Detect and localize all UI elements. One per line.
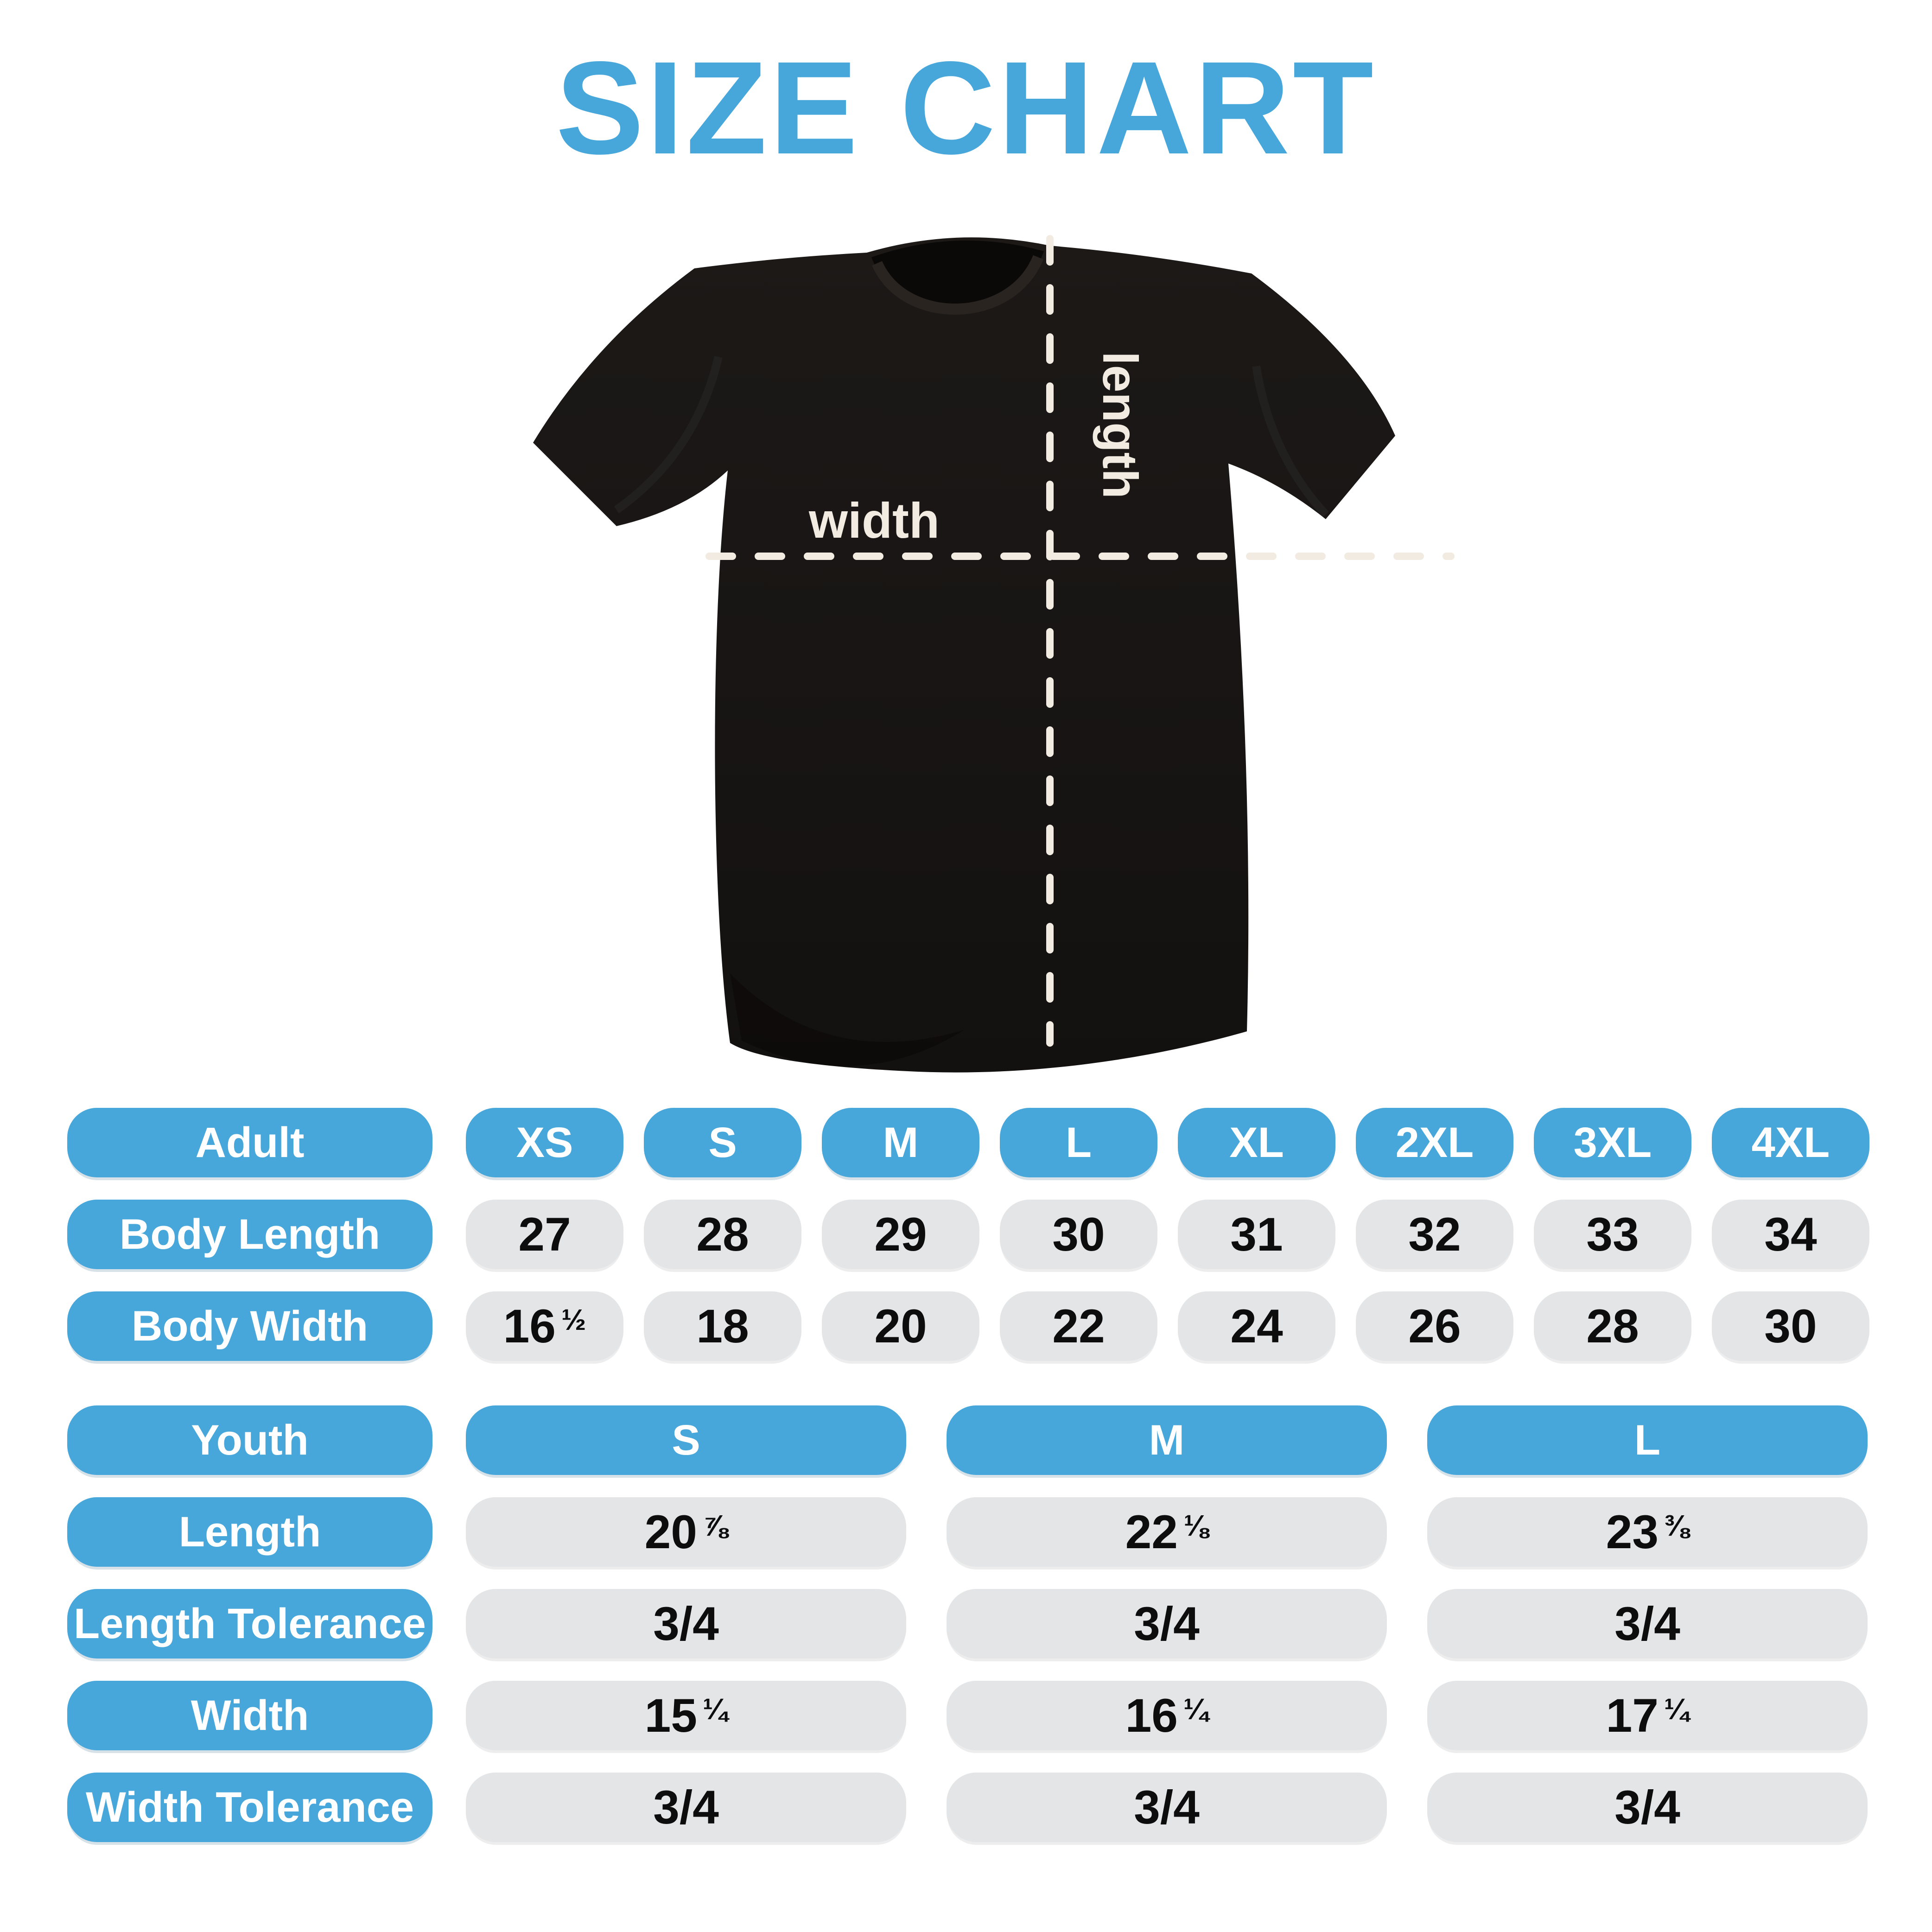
adult-header-3xl: 3XL: [1534, 1108, 1691, 1177]
tshirt-collar-band: [871, 255, 1044, 315]
table-cell: 28: [644, 1200, 801, 1269]
width-label: width: [808, 492, 940, 548]
table-cell: 16 ½: [466, 1291, 623, 1361]
adult-header-s: S: [644, 1108, 801, 1177]
table-cell: 32: [1356, 1200, 1513, 1269]
table-cell: 3/4: [947, 1589, 1387, 1659]
youth-row-label-width: Width: [67, 1681, 432, 1750]
adult-header-4xl: 4XL: [1712, 1108, 1869, 1177]
table-cell: 29: [822, 1200, 979, 1269]
youth-header-l: L: [1427, 1405, 1868, 1475]
table-cell: 24: [1178, 1291, 1335, 1361]
youth-header-label: Youth: [67, 1405, 432, 1475]
table-cell: 20 ⅞: [466, 1497, 906, 1567]
crease-line: [614, 356, 723, 514]
adult-row-label-body-width: Body Width: [67, 1291, 432, 1361]
adult-header-2xl: 2XL: [1356, 1108, 1513, 1177]
youth-row-label-width-tolerance: Width Tolerance: [67, 1773, 432, 1842]
adult-header-m: M: [822, 1108, 979, 1177]
table-cell: 17 ¼: [1427, 1681, 1868, 1750]
table-cell: 20: [822, 1291, 979, 1361]
table-cell: 28: [1534, 1291, 1691, 1361]
youth-row-label-length: Length: [67, 1497, 432, 1567]
tshirt-svg: width length: [533, 235, 1455, 1073]
table-cell: 16 ¼: [947, 1681, 1387, 1750]
length-label: length: [1093, 351, 1147, 499]
tshirt-shape: [533, 237, 1395, 1073]
table-cell: 3/4: [1427, 1773, 1868, 1842]
table-cell: 31: [1178, 1200, 1335, 1269]
youth-header-s: S: [466, 1405, 906, 1475]
youth-row-label-length-tolerance: Length Tolerance: [67, 1589, 432, 1659]
table-cell: 15 ¼: [466, 1681, 906, 1750]
table-cell: 34: [1712, 1200, 1869, 1269]
table-cell: 3/4: [466, 1589, 906, 1659]
table-cell: 18: [644, 1291, 801, 1361]
table-cell: 33: [1534, 1200, 1691, 1269]
tshirt-hem-fold: [730, 973, 964, 1066]
page-title: SIZE CHART: [556, 34, 1376, 182]
table-cell: 22: [1000, 1291, 1157, 1361]
table-cell: 26: [1356, 1291, 1513, 1361]
table-cell: 3/4: [466, 1773, 906, 1842]
table-cell: 23 ⅜: [1427, 1497, 1868, 1567]
youth-header-m: M: [947, 1405, 1387, 1475]
adult-row-label-body-length: Body Length: [67, 1200, 432, 1269]
table-cell: 3/4: [1427, 1589, 1868, 1659]
table-cell: 3/4: [947, 1773, 1387, 1842]
adult-header-l: L: [1000, 1108, 1157, 1177]
table-cell: 27: [466, 1200, 623, 1269]
crease-line: [1252, 365, 1329, 518]
table-cell: 30: [1000, 1200, 1157, 1269]
adult-header-label: Adult: [67, 1108, 432, 1177]
table-cell: 22 ⅛: [947, 1497, 1387, 1567]
table-cell: 30: [1712, 1291, 1869, 1361]
adult-header-xl: XL: [1178, 1108, 1335, 1177]
adult-header-xs: XS: [466, 1108, 623, 1177]
tshirt-measurement-diagram: width length: [501, 213, 1474, 1085]
